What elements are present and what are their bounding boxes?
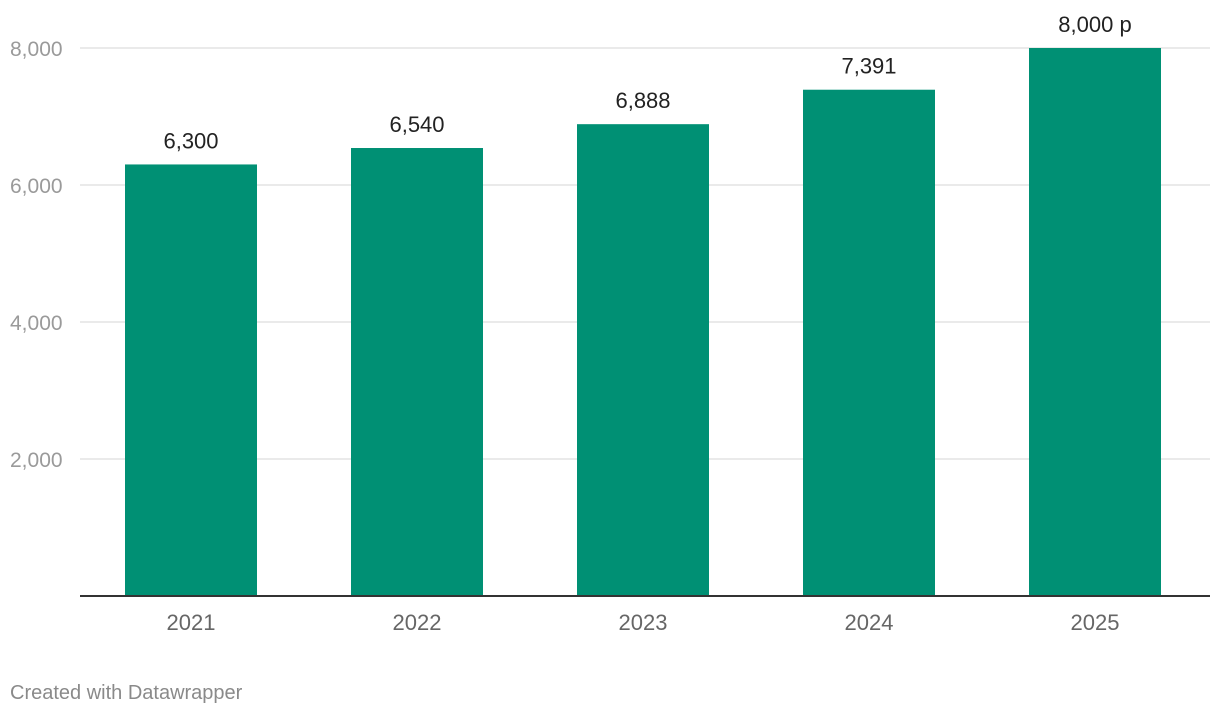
footer-credit: Created with Datawrapper — [10, 682, 243, 704]
y-tick-label: 6,000 — [10, 175, 63, 198]
bar-chart: 2,000 4,000 6,000 8,000 6,300 6,540 6,888 7,39… — [10, 12, 1210, 635]
data-label: 7,391 — [841, 54, 896, 79]
bar — [125, 164, 257, 596]
bar — [577, 124, 709, 596]
data-label: 8,000 p — [1058, 12, 1131, 37]
x-tick-label: 2021 — [167, 610, 216, 635]
x-tick-label: 2023 — [619, 610, 668, 635]
y-axis-tick-labels: 2,000 4,000 6,000 8,000 — [10, 38, 63, 472]
bar — [803, 89, 935, 597]
bar — [1029, 48, 1161, 596]
data-label: 6,540 — [389, 112, 444, 137]
data-label: 6,300 — [163, 128, 218, 153]
bar — [351, 148, 483, 596]
bars — [125, 48, 1161, 597]
x-tick-label: 2025 — [1071, 610, 1120, 635]
data-label: 6,888 — [615, 88, 670, 113]
data-labels: 6,300 6,540 6,888 7,391 8,000 p — [163, 12, 1131, 153]
x-axis-tick-labels: 2021 2022 2023 2024 2025 — [167, 610, 1120, 635]
y-tick-label: 8,000 — [10, 38, 63, 61]
x-tick-label: 2024 — [845, 610, 894, 635]
x-tick-label: 2022 — [393, 610, 442, 635]
y-tick-label: 2,000 — [10, 449, 63, 472]
y-tick-label: 4,000 — [10, 312, 63, 335]
